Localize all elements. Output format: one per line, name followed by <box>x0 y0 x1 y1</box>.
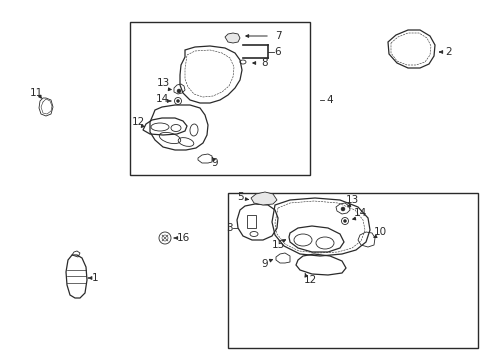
Text: 16: 16 <box>176 233 189 243</box>
Text: 12: 12 <box>131 117 144 127</box>
Text: 11: 11 <box>29 88 42 98</box>
Text: 14: 14 <box>353 208 366 218</box>
Text: 12: 12 <box>303 275 316 285</box>
Text: 15: 15 <box>271 240 284 250</box>
Bar <box>227 193 477 348</box>
Text: 3: 3 <box>225 223 232 233</box>
Text: 5: 5 <box>236 192 243 202</box>
Text: 13: 13 <box>345 195 358 205</box>
Text: 6: 6 <box>274 47 281 57</box>
Text: 9: 9 <box>211 158 218 168</box>
Polygon shape <box>224 33 240 43</box>
Polygon shape <box>250 192 276 205</box>
Text: 4: 4 <box>326 95 333 105</box>
Text: 1: 1 <box>92 273 98 283</box>
Text: 10: 10 <box>373 227 386 237</box>
Text: 13: 13 <box>156 78 169 88</box>
Text: 2: 2 <box>445 47 451 57</box>
Bar <box>130 22 309 175</box>
Circle shape <box>176 99 179 103</box>
Circle shape <box>177 89 181 93</box>
Text: 9: 9 <box>261 259 268 269</box>
Circle shape <box>343 220 346 222</box>
Text: 8: 8 <box>261 58 268 68</box>
Text: 7: 7 <box>274 31 281 41</box>
Text: 14: 14 <box>155 94 168 104</box>
Circle shape <box>340 207 345 211</box>
